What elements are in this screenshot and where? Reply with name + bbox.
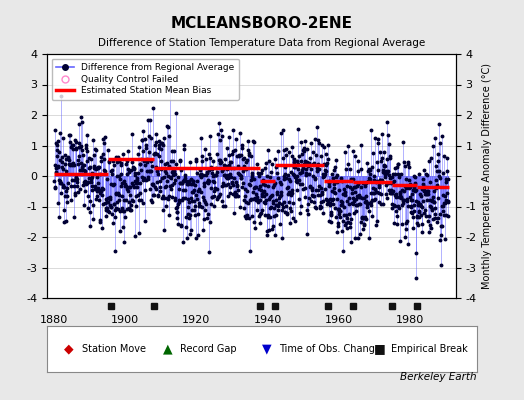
Text: Station Move: Station Move bbox=[82, 344, 146, 354]
Text: Difference of Station Temperature Data from Regional Average: Difference of Station Temperature Data f… bbox=[99, 38, 425, 48]
Text: 1940: 1940 bbox=[254, 315, 281, 325]
Text: 1880: 1880 bbox=[40, 315, 69, 325]
Text: Record Gap: Record Gap bbox=[180, 344, 237, 354]
Text: ◆: ◆ bbox=[64, 342, 74, 356]
Text: ■: ■ bbox=[374, 342, 386, 356]
Text: ▼: ▼ bbox=[262, 342, 271, 356]
Text: 1960: 1960 bbox=[324, 315, 353, 325]
Text: MCLEANSBORO-2ENE: MCLEANSBORO-2ENE bbox=[171, 16, 353, 31]
Text: Berkeley Earth: Berkeley Earth bbox=[400, 372, 477, 382]
Text: 1900: 1900 bbox=[111, 315, 139, 325]
Text: Empirical Break: Empirical Break bbox=[391, 344, 467, 354]
Legend: Difference from Regional Average, Quality Control Failed, Estimated Station Mean: Difference from Regional Average, Qualit… bbox=[52, 58, 239, 100]
Text: ▲: ▲ bbox=[163, 342, 173, 356]
Text: Time of Obs. Change: Time of Obs. Change bbox=[279, 344, 381, 354]
Text: 1980: 1980 bbox=[396, 315, 424, 325]
Text: 1920: 1920 bbox=[182, 315, 211, 325]
Y-axis label: Monthly Temperature Anomaly Difference (°C): Monthly Temperature Anomaly Difference (… bbox=[482, 63, 492, 289]
